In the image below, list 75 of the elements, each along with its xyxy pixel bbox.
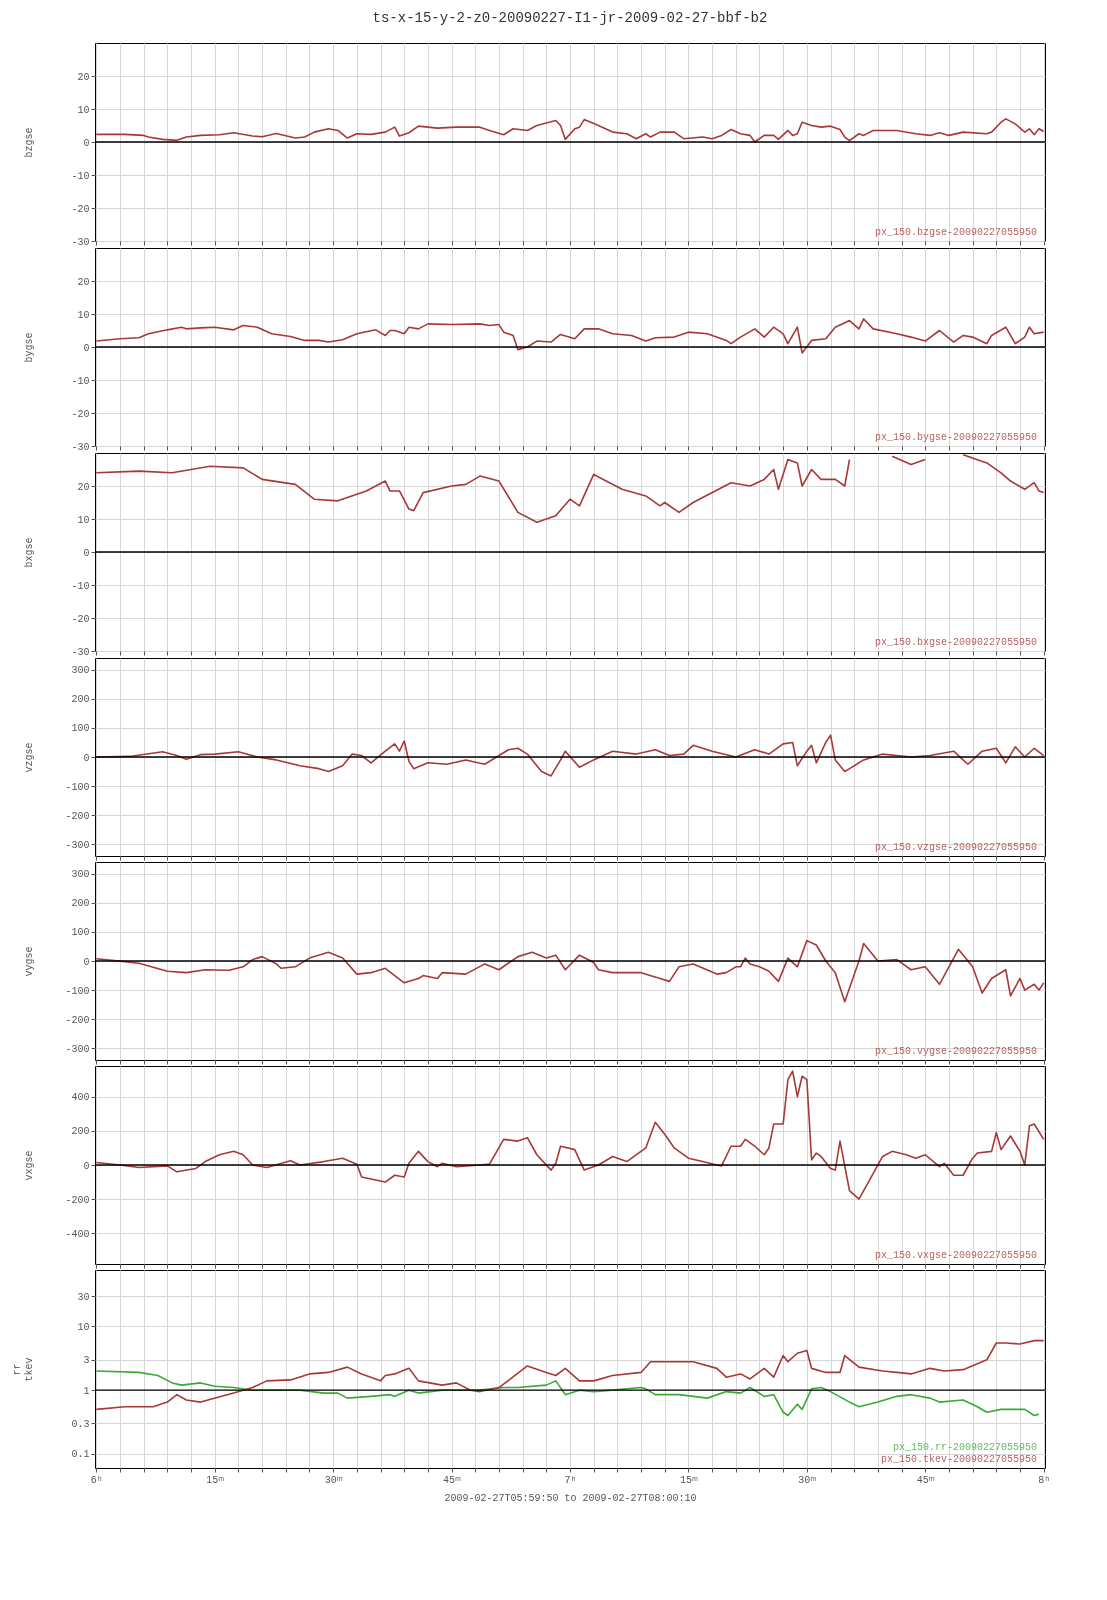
- y-tick-label: 300: [71, 869, 90, 881]
- y-tick-label: 0: [83, 137, 90, 149]
- y-axis-title: bzgse: [23, 127, 35, 158]
- line-series: [95, 939, 1045, 1003]
- y-tick-label: 200: [71, 694, 90, 706]
- y-tick-label: -100: [65, 985, 90, 997]
- y-tick-label: 10: [77, 309, 90, 321]
- y-tick-label: 0: [83, 342, 90, 354]
- y-tick-label: 300: [71, 665, 90, 677]
- y-tick-label: 0: [83, 1160, 90, 1172]
- y-tick-label: -400: [65, 1228, 90, 1240]
- annotation: px_150.vygse-20090227055950: [874, 1046, 1037, 1057]
- line-series: [95, 318, 1045, 354]
- y-tick-label: 400: [71, 1092, 90, 1104]
- y-tick-label: -300: [65, 1043, 90, 1055]
- y-axis-title: rr tkev: [11, 1357, 35, 1382]
- y-tick-label: -200: [65, 810, 90, 822]
- y-tick-label: -10: [71, 375, 90, 387]
- y-tick-label: -200: [65, 1014, 90, 1026]
- y-tick-label: 0.3: [71, 1418, 90, 1430]
- y-tick-label: 10: [77, 1321, 90, 1333]
- y-tick-label: 10: [77, 104, 90, 116]
- y-tick-label: 30: [77, 1291, 90, 1303]
- y-tick-label: -200: [65, 1194, 90, 1206]
- y-tick-label: 200: [71, 1126, 90, 1138]
- line-series: [95, 1339, 1045, 1411]
- y-tick-label: -20: [71, 613, 90, 625]
- x-axis-title: 2009-02-27T05:59:50 to 2009-02-27T08:00:10: [444, 1492, 697, 1504]
- y-tick-label: 20: [77, 481, 90, 493]
- x-tick-label: 30ᵐ: [324, 1474, 343, 1486]
- y-tick-label: 10: [77, 514, 90, 526]
- y-tick-label: -30: [71, 441, 90, 453]
- y-tick-label: -10: [71, 170, 90, 182]
- y-tick-label: -10: [71, 580, 90, 592]
- x-tick-label: 7ʰ: [564, 1474, 577, 1486]
- y-axis-title: vzgse: [23, 742, 35, 773]
- y-tick-label: 0: [83, 547, 90, 559]
- y-tick-label: 20: [77, 276, 90, 288]
- line-series: [95, 1070, 1045, 1200]
- annotation: px_150.tkev-20090227055950: [880, 1454, 1037, 1465]
- annotation: px_150.bxgse-20090227055950: [874, 637, 1037, 648]
- line-series: [95, 118, 1045, 143]
- y-tick-label: 100: [71, 723, 90, 735]
- y-axis-title: vxgse: [23, 1150, 35, 1181]
- y-tick-label: -20: [71, 408, 90, 420]
- y-axis-title: bxgse: [23, 537, 35, 568]
- y-axis-title: vygse: [23, 946, 35, 977]
- chart-title: ts-x-15-y-2-z0-20090227-I1-jr-2009-02-27-bbf-b2: [372, 10, 768, 26]
- x-tick-label: 15ᵐ: [679, 1474, 698, 1486]
- y-tick-label: -100: [65, 781, 90, 793]
- y-tick-label: -30: [71, 646, 90, 658]
- y-tick-label: -30: [71, 236, 90, 248]
- y-axis-title: bygse: [23, 332, 35, 363]
- y-tick-label: 200: [71, 898, 90, 910]
- y-tick-label: 0: [83, 956, 90, 968]
- annotation: px_150.rr-20090227055950: [892, 1442, 1037, 1453]
- annotation: px_150.vxgse-20090227055950: [874, 1250, 1037, 1261]
- line-series: [95, 1370, 1040, 1417]
- y-tick-label: 20: [77, 71, 90, 83]
- x-tick-label: 45ᵐ: [916, 1474, 935, 1486]
- y-tick-label: 1: [83, 1385, 90, 1397]
- x-tick-label: 15ᵐ: [206, 1474, 225, 1486]
- annotation: px_150.vzgse-20090227055950: [874, 842, 1037, 853]
- annotation: px_150.bzgse-20090227055950: [874, 227, 1037, 238]
- y-tick-label: -300: [65, 839, 90, 851]
- x-tick-label: 8ʰ: [1038, 1474, 1051, 1486]
- y-tick-label: 0: [83, 752, 90, 764]
- y-tick-label: 3: [83, 1355, 90, 1367]
- x-tick-label: 45ᵐ: [443, 1474, 462, 1486]
- x-tick-label: 30ᵐ: [798, 1474, 817, 1486]
- y-tick-label: -20: [71, 203, 90, 215]
- y-tick-label: 100: [71, 927, 90, 939]
- annotation: px_150.bygse-20090227055950: [874, 432, 1037, 443]
- y-tick-label: 0.1: [71, 1449, 90, 1461]
- x-tick-label: 6ʰ: [90, 1474, 103, 1486]
